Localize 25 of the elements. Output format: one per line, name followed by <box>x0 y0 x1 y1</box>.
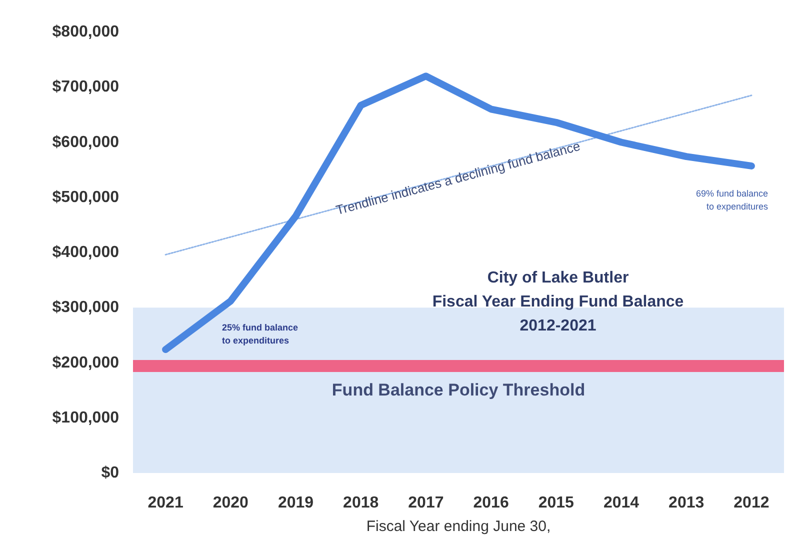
x-tick-label: 2020 <box>212 494 249 512</box>
y-tick-label: $200,000 <box>52 354 120 372</box>
annotation: 25% fund balance to expenditures <box>222 322 298 346</box>
x-tick-label: 2017 <box>408 494 444 512</box>
y-tick-label: $100,000 <box>52 409 120 426</box>
y-tick-label: $0 <box>101 464 120 482</box>
x-tick-label: 2016 <box>473 494 509 512</box>
x-tick-label: 2015 <box>538 494 574 512</box>
ref-line-label: Fund Balance Policy Threshold <box>332 380 586 400</box>
y-tick-label: $700,000 <box>52 78 120 96</box>
y-tick-label: $800,000 <box>52 24 120 40</box>
y-tick-label: $400,000 <box>52 244 120 261</box>
x-tick-label: 2018 <box>343 494 379 512</box>
annotation: 69% fund balance to expenditures <box>696 188 768 212</box>
x-tick-label: 2019 <box>278 494 314 512</box>
text: City of Lake Butler Fiscal Year Ending Fund Balance 2012-2021 <box>432 270 684 334</box>
x-axis-title: Fiscal Year ending June 30, <box>366 518 551 535</box>
x-tick-label: 2021 <box>148 494 184 512</box>
y-tick-label: $600,000 <box>52 134 120 151</box>
y-tick-label: $500,000 <box>52 188 120 206</box>
x-tick-label: 2014 <box>603 494 640 512</box>
y-tick-label: $300,000 <box>52 299 120 316</box>
annotation: Trendline indicates a declining fund balance <box>334 138 582 218</box>
x-tick-label: 2013 <box>668 494 704 512</box>
x-tick-label: 2012 <box>734 494 770 512</box>
